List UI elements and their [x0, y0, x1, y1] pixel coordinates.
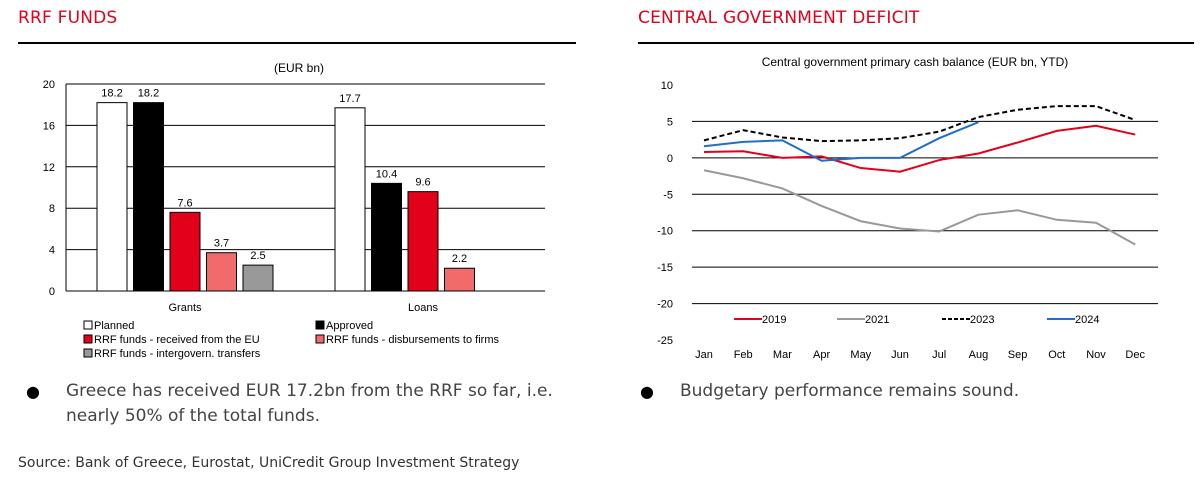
bar	[407, 191, 439, 292]
bar-category-label: Grants	[168, 302, 202, 314]
series-line-2024	[703, 121, 979, 162]
line-y-tick-label: -10	[657, 226, 673, 238]
bar-legend-swatch	[83, 348, 93, 358]
line-x-tick-label: Feb	[734, 349, 753, 361]
series-line-2021	[703, 169, 1136, 246]
line-y-tick-label: -25	[657, 335, 673, 347]
bar-y-tick-label: 16	[43, 120, 55, 132]
bar-value-label: 18.2	[101, 88, 122, 100]
bullet-dot-icon: ●	[26, 382, 40, 401]
line-x-tick-label: Jul	[932, 349, 946, 361]
bar-legend-swatch	[315, 334, 325, 344]
bar-legend-label: Planned	[94, 320, 134, 332]
bar-legend-swatch	[83, 334, 93, 344]
bar-value-label: 9.6	[415, 177, 430, 189]
line-x-tick-label: Sep	[1008, 349, 1028, 361]
bar-y-tick-label: 12	[43, 162, 55, 174]
bar-value-label: 2.5	[250, 250, 265, 262]
bar-y-tick-label: 0	[49, 286, 55, 298]
line-y-tick-label: 0	[667, 153, 673, 165]
right-bullet-text: Budgetary performance remains sound.	[680, 381, 1020, 401]
bar-legend-label: RRF funds - received from the EU	[94, 334, 260, 346]
line-x-tick-label: Jan	[695, 349, 713, 361]
left-title-rule	[18, 42, 576, 44]
bar-y-tick-label: 20	[43, 79, 55, 91]
bar-legend-label: RRF funds - disbursements to firms	[326, 334, 499, 346]
line-chart-title: Central government primary cash balance …	[762, 55, 1069, 69]
bar-value-label: 3.7	[214, 238, 229, 250]
rrf-funds-title: RRF FUNDS	[18, 8, 118, 28]
line-x-tick-label: Aug	[969, 349, 989, 361]
bar	[334, 107, 366, 292]
bar-legend-label: RRF funds - intergovern. transfers	[94, 348, 261, 360]
bar	[206, 252, 237, 292]
deficit-title: CENTRAL GOVERNMENT DEFICIT	[638, 8, 920, 28]
left-bullet-point: ● Greece has received EUR 17.2bn from th…	[26, 379, 586, 431]
line-y-tick-label: 10	[661, 80, 673, 92]
line-y-tick-label: 5	[667, 116, 673, 128]
series-line-2019	[703, 124, 1136, 173]
line-x-tick-label: Dec	[1125, 349, 1145, 361]
bar-value-label: 17.7	[339, 93, 360, 105]
bar-value-label: 7.6	[177, 197, 192, 209]
bar	[96, 102, 128, 292]
bar-chart-title: (EUR bn)	[274, 61, 324, 75]
line-y-tick-label: -20	[657, 299, 673, 311]
line-x-tick-label: Apr	[813, 349, 830, 361]
line-y-tick-label: -15	[657, 262, 673, 274]
bar-y-tick-label: 8	[49, 203, 55, 215]
bar	[444, 267, 475, 292]
line-legend-label: 2023	[970, 314, 994, 326]
line-x-tick-label: May	[850, 349, 871, 361]
line-x-tick-label: Mar	[773, 349, 792, 361]
line-x-tick-label: Oct	[1048, 349, 1065, 361]
bar-legend-swatch	[83, 320, 93, 330]
bar	[242, 264, 274, 292]
bar-value-label: 2.2	[452, 253, 467, 265]
line-legend-label: 2019	[762, 314, 786, 326]
bar-category-label: Loans	[408, 302, 438, 314]
primary-balance-line-chart: Central government primary cash balance …	[657, 55, 1158, 361]
line-x-tick-label: Nov	[1086, 349, 1106, 361]
rrf-funds-bar-chart: (EUR bn) 0 4 8 12 16 20 18.2 18.2 7.6 3.7 2.5 Grants…	[43, 61, 545, 360]
source-note: Source: Bank of Greece, Eurostat, UniCre…	[18, 455, 520, 471]
series-line-2023	[703, 105, 1136, 143]
right-title-rule	[638, 42, 1194, 44]
bar-legend-label: Approved	[326, 320, 373, 332]
line-legend-label: 2024	[1075, 314, 1099, 326]
bar	[169, 211, 201, 292]
left-bullet-text: Greece has received EUR 17.2bn from the …	[66, 381, 553, 426]
bar	[371, 182, 402, 292]
bar-value-label: 18.2	[138, 88, 159, 100]
bullet-dot-icon: ●	[640, 382, 654, 401]
right-bullet-point: ● Budgetary performance remains sound.	[640, 379, 1180, 405]
line-y-tick-label: -5	[663, 189, 673, 201]
line-legend-label: 2021	[865, 314, 889, 326]
bar-y-tick-label: 4	[49, 245, 55, 257]
bar-value-label: 10.4	[376, 168, 397, 180]
bar-legend-swatch	[315, 320, 325, 330]
bar	[133, 102, 164, 292]
line-x-tick-label: Jun	[891, 349, 909, 361]
